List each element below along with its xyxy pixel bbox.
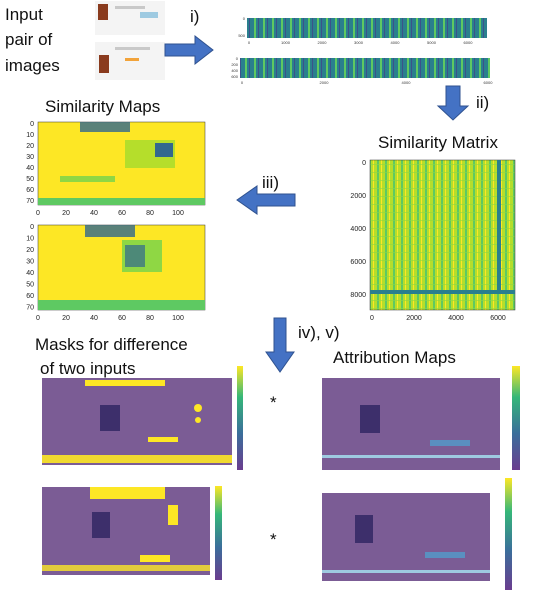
y-tick-label: 10 — [26, 132, 34, 139]
operator: * — [270, 393, 277, 412]
input-thumbnails — [95, 1, 165, 80]
x-tick-label: 0 — [248, 40, 251, 45]
y-tick-label: 30 — [26, 258, 34, 265]
section-title: Similarity Matrix — [378, 133, 498, 152]
section-title: Masks for difference — [35, 335, 188, 354]
y-tick-label: 50 — [26, 176, 34, 183]
input-label: Input — [5, 5, 43, 24]
y-tick-label: 6000 — [350, 259, 366, 266]
y-tick-label: 500 — [238, 33, 245, 38]
x-tick-label: 5000 — [427, 40, 437, 45]
x-tick-label: 80 — [146, 210, 154, 217]
y-tick-label: 0 — [236, 56, 239, 61]
step-label: i) — [190, 7, 199, 26]
x-tick-label: 4000 — [391, 40, 401, 45]
x-tick-label: 80 — [146, 315, 154, 322]
y-tick-label: 70 — [26, 198, 34, 205]
y-tick-label: 40 — [26, 165, 34, 172]
similarity-map — [38, 122, 205, 205]
y-tick-label: 0 — [30, 121, 34, 128]
y-tick-label: 60 — [26, 293, 34, 300]
section-title: Similarity Maps — [45, 97, 160, 116]
mask-map — [42, 366, 243, 470]
x-tick-label: 2000 — [406, 315, 422, 322]
x-tick-label: 60 — [118, 210, 126, 217]
x-tick-label: 2000 — [320, 80, 330, 85]
y-tick-label: 0 — [30, 224, 34, 231]
x-tick-label: 20 — [62, 210, 70, 217]
input-label: images — [5, 56, 60, 75]
x-tick-label: 6000 — [484, 80, 494, 85]
section-title: Attribution Maps — [333, 348, 456, 367]
section-title: of two inputs — [40, 359, 135, 378]
x-tick-label: 20 — [62, 315, 70, 322]
diagram: Input pair of images i) ii) iii) iv), v)… — [0, 0, 537, 602]
y-tick-label: 0 — [362, 160, 366, 167]
y-tick-label: 70 — [26, 304, 34, 311]
y-tick-label: 60 — [26, 187, 34, 194]
x-tick-label: 0 — [36, 315, 40, 322]
step-label: ii) — [476, 93, 489, 112]
x-tick-label: 4000 — [448, 315, 464, 322]
x-tick-label: 0 — [241, 80, 244, 85]
y-tick-label: 600 — [231, 74, 238, 79]
attribution-map — [322, 478, 512, 590]
y-tick-label: 30 — [26, 154, 34, 161]
arrow-down — [266, 318, 294, 372]
similarity-map — [38, 225, 205, 310]
x-tick-label: 1000 — [281, 40, 291, 45]
x-tick-label: 60 — [118, 315, 126, 322]
x-tick-label: 40 — [90, 315, 98, 322]
arrow-down — [438, 86, 468, 120]
y-tick-label: 400 — [231, 68, 238, 73]
operator: * — [270, 530, 277, 549]
y-tick-label: 50 — [26, 281, 34, 288]
x-tick-label: 2000 — [318, 40, 328, 45]
step-label: iv), v) — [298, 323, 340, 342]
x-tick-label: 100 — [172, 210, 184, 217]
y-tick-label: 8000 — [350, 292, 366, 299]
step-label: iii) — [262, 173, 279, 192]
y-tick-label: 20 — [26, 247, 34, 254]
attribution-map — [322, 366, 520, 470]
x-tick-label: 3000 — [354, 40, 364, 45]
y-tick-label: 10 — [26, 235, 34, 242]
mask-map — [42, 486, 222, 580]
x-tick-label: 40 — [90, 210, 98, 217]
x-tick-label: 6000 — [464, 40, 474, 45]
y-tick-label: 4000 — [350, 226, 366, 233]
y-tick-label: 0 — [243, 16, 246, 21]
input-label: pair of — [5, 30, 53, 49]
x-tick-label: 100 — [172, 315, 184, 322]
y-tick-label: 40 — [26, 270, 34, 277]
y-tick-label: 200 — [231, 62, 238, 67]
x-tick-label: 0 — [370, 315, 374, 322]
feature-map — [247, 18, 487, 38]
x-tick-label: 0 — [36, 210, 40, 217]
x-tick-label: 4000 — [402, 80, 412, 85]
y-tick-label: 2000 — [350, 193, 366, 200]
arrow-right — [165, 36, 213, 64]
x-tick-label: 6000 — [490, 315, 506, 322]
y-tick-label: 20 — [26, 143, 34, 150]
matrix-band — [370, 290, 515, 294]
matrix-band — [497, 160, 501, 290]
feature-map — [240, 58, 490, 78]
similarity-matrix — [370, 160, 515, 310]
